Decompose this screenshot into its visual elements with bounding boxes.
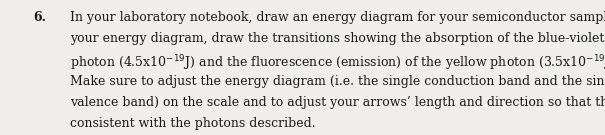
Text: valence band) on the scale and to adjust your arrows’ length and direction so th: valence band) on the scale and to adjust… — [70, 96, 605, 109]
Text: photon (4.5x10$^{-19}$J) and the fluorescence (emission) of the yellow photon (3: photon (4.5x10$^{-19}$J) and the fluores… — [70, 53, 605, 73]
Text: consistent with the photons described.: consistent with the photons described. — [70, 117, 315, 130]
Text: 6.: 6. — [33, 11, 46, 24]
Text: your energy diagram, draw the transitions showing the absorption of the blue-vio: your energy diagram, draw the transition… — [70, 32, 604, 45]
Text: In your laboratory notebook, draw an energy diagram for your semiconductor sampl: In your laboratory notebook, draw an ene… — [70, 11, 605, 24]
Text: Make sure to adjust the energy diagram (i.e. the single conduction band and the : Make sure to adjust the energy diagram (… — [70, 75, 605, 88]
